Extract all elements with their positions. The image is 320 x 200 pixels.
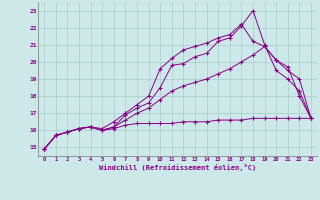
X-axis label: Windchill (Refroidissement éolien,°C): Windchill (Refroidissement éolien,°C) bbox=[99, 164, 256, 171]
